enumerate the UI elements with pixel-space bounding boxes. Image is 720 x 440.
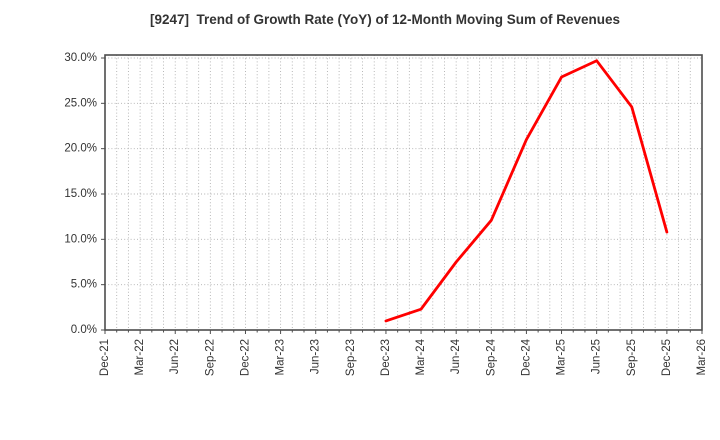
y-axis-tick-label: 0.0% [71, 324, 97, 336]
x-axis-tick-label: Sep-24 [485, 338, 497, 376]
x-axis-tick-label: Dec-23 [380, 339, 392, 376]
x-axis-tick-label: Sep-25 [626, 339, 638, 376]
x-axis-tick-label: Mar-25 [556, 339, 568, 375]
x-axis-tick-label: Dec-21 [99, 339, 111, 376]
x-axis-tick-label: Sep-23 [345, 339, 357, 376]
x-axis-tick-label: Jun-25 [591, 339, 603, 374]
x-axis-tick-label: Jun-23 [310, 339, 322, 374]
x-axis-tick-label: Mar-23 [275, 339, 287, 375]
plot-frame [104, 54, 703, 331]
x-axis-tick-label: Jun-22 [169, 339, 181, 374]
x-axis-tick-label: Mar-26 [696, 339, 708, 375]
x-axis-tick-label: Mar-22 [134, 339, 146, 375]
y-axis-tick-label: 20.0% [64, 143, 97, 155]
x-axis-tick-label: Dec-22 [239, 339, 251, 376]
x-axis-tick-label: Jun-24 [450, 338, 462, 374]
y-axis-tick-label: 30.0% [64, 52, 97, 64]
x-axis-tick-label: Dec-25 [661, 339, 673, 376]
x-axis-tick-label: Sep-22 [204, 339, 216, 376]
x-axis-tick-label: Dec-24 [520, 338, 532, 376]
revenue-growth-line [384, 59, 669, 323]
chart-title: [9247] Trend of Growth Rate (YoY) of 12-… [149, 12, 621, 27]
y-axis-tick-label: 25.0% [64, 97, 97, 109]
y-axis-tick-label: 5.0% [71, 279, 97, 291]
y-axis-tick-label: 10.0% [64, 233, 97, 245]
x-axis-tick-label: Mar-24 [415, 338, 427, 375]
y-axis-tick-label: 15.0% [64, 188, 97, 200]
